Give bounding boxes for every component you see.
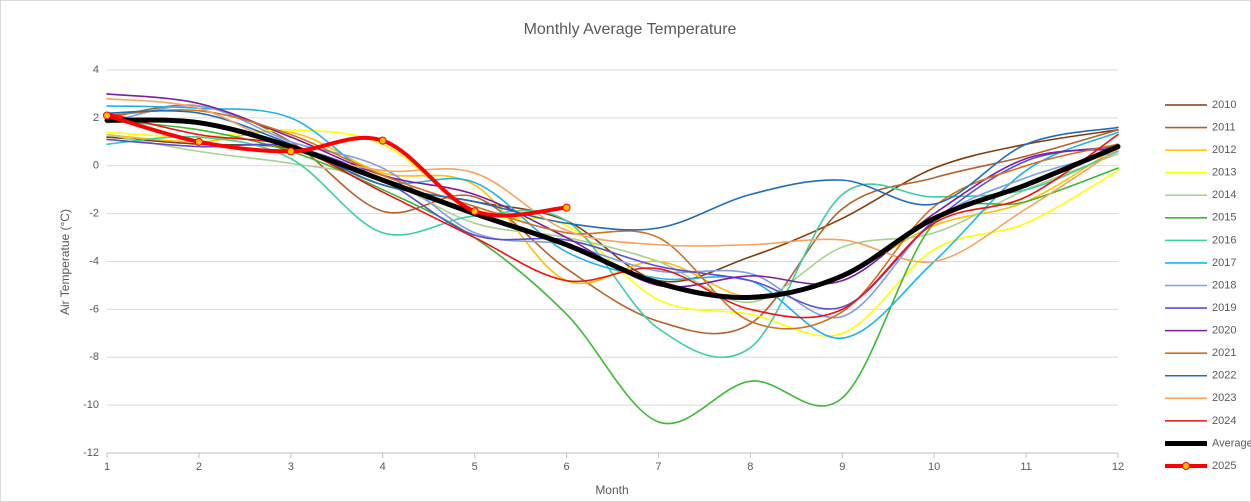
x-tick-label: 10	[928, 461, 940, 473]
x-tick-label: 1	[104, 461, 110, 473]
legend-marker	[1182, 462, 1190, 470]
legend-label: 2015	[1212, 212, 1236, 224]
legend-label: 2016	[1212, 234, 1236, 246]
x-tick-label: 5	[472, 461, 478, 473]
y-tick-label: -6	[89, 303, 99, 315]
legend-label: 2024	[1212, 415, 1236, 427]
series-line	[105, 113, 569, 218]
x-tick-label: 11	[1020, 461, 1031, 473]
y-tick-label: -2	[89, 208, 99, 220]
legend-label: 2011	[1212, 121, 1236, 133]
legend-label: 2012	[1212, 144, 1236, 156]
legend-label: 2019	[1212, 302, 1236, 314]
y-tick-label: 4	[93, 64, 99, 76]
x-tick-label: 9	[839, 461, 845, 473]
chart-title: Monthly Average Temperature	[524, 21, 737, 38]
legend-label: 2021	[1212, 347, 1236, 359]
series-marker	[103, 111, 111, 120]
x-axis-title: Month	[595, 483, 628, 497]
y-tick-label: 2	[93, 112, 99, 124]
series-marker	[378, 136, 387, 145]
y-tick-label: -10	[83, 399, 99, 411]
x-tick-label: 8	[747, 461, 753, 473]
series-marker	[194, 137, 203, 146]
legend-label: 2018	[1212, 279, 1236, 291]
legend-label: 2025	[1212, 460, 1236, 472]
legend-label: 2020	[1212, 325, 1236, 337]
legend-label: 2014	[1212, 189, 1236, 201]
series-marker	[470, 207, 479, 216]
y-tick-label: -8	[89, 351, 99, 363]
legend-label: Average	[1212, 437, 1251, 449]
x-tick-label: 3	[288, 461, 294, 473]
series-line	[104, 117, 1121, 301]
x-tick-label: 7	[655, 461, 661, 473]
series-marker	[562, 203, 571, 212]
x-tick-label: 6	[563, 461, 569, 473]
series-line	[106, 133, 1119, 304]
legend-label: 2022	[1212, 370, 1236, 382]
legend-label: 2010	[1212, 99, 1236, 111]
series-marker	[286, 147, 295, 156]
series-line	[106, 128, 1119, 337]
x-tick-label: 4	[380, 461, 386, 473]
x-tick-label: 12	[1112, 461, 1124, 473]
series-line	[106, 135, 1119, 359]
legend-label: 2017	[1212, 257, 1236, 269]
y-axis-title: Air Temperatue (°C)	[58, 209, 72, 315]
series-line	[106, 110, 1119, 231]
x-tick-label: 2	[196, 461, 202, 473]
y-tick-label: 0	[93, 160, 99, 172]
y-tick-label: -4	[89, 255, 99, 267]
y-tick-label: -12	[83, 447, 99, 459]
legend-label: 2013	[1212, 167, 1236, 179]
legend-label: 2023	[1212, 392, 1236, 404]
